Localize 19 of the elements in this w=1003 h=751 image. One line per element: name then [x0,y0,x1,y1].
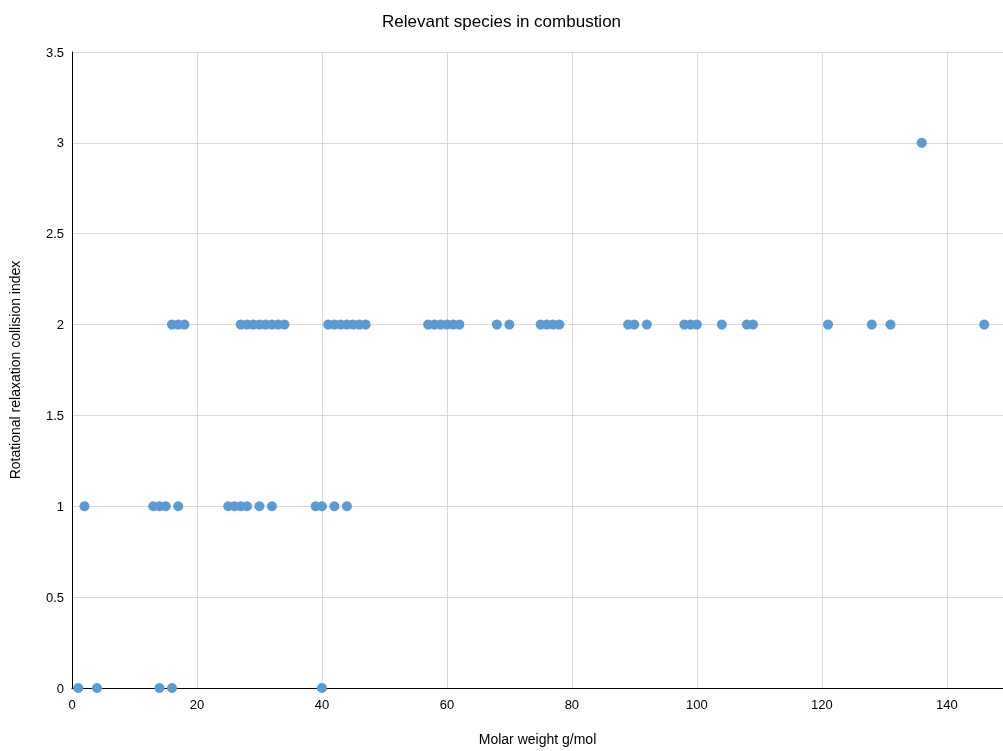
x-tick-label: 80 [564,697,580,712]
x-tick-label: 100 [685,697,708,712]
x-tick-label: 60 [439,697,455,712]
y-tick-label: 0.5 [45,589,64,605]
y-tick-label: 1 [56,498,64,514]
x-tick-label: 0 [68,697,76,712]
y-tick-label: 1.5 [45,407,64,423]
x-tick-label: 140 [935,697,958,712]
x-tick-label: 20 [189,697,205,712]
x-tick-label: 40 [314,697,330,712]
x-tick-label: 120 [810,697,833,712]
y-tick-label: 3.5 [45,44,64,60]
x-axis-title: Molar weight g/mol [478,731,597,747]
y-tick-label: 3 [56,135,64,151]
y-tick-label: 2.5 [45,226,64,242]
chart-title: Relevant species in combustion [381,12,622,31]
y-tick-label: 0 [56,680,64,696]
y-tick-label: 2 [56,317,64,333]
y-axis-title: Rotational relaxation collision index [7,260,23,480]
